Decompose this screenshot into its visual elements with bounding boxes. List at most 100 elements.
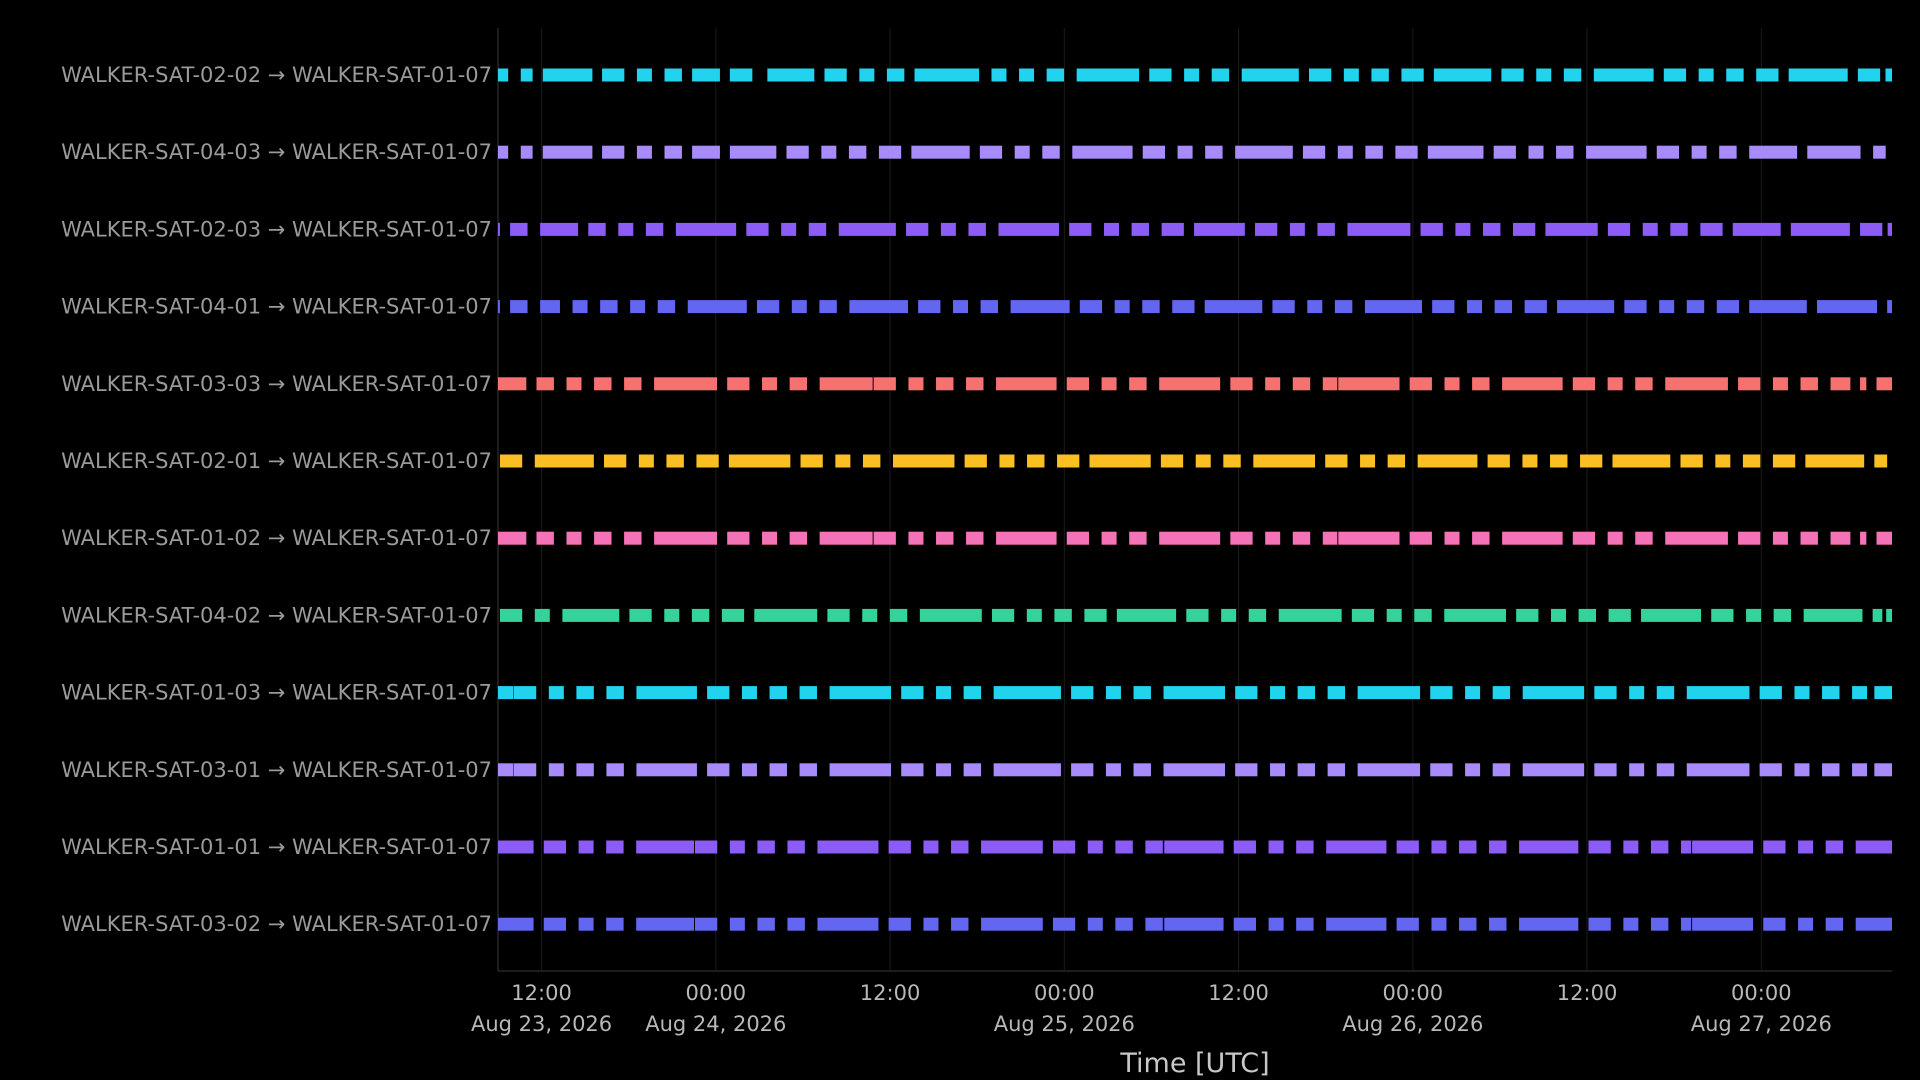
x-tick-date-label: Aug 23, 2026 xyxy=(471,1012,612,1036)
access-bar xyxy=(687,300,747,314)
access-bar xyxy=(1014,145,1030,159)
access-bar xyxy=(923,917,939,931)
access-bar xyxy=(1431,917,1447,931)
access-bar xyxy=(1052,840,1076,854)
access-bar xyxy=(1680,454,1703,468)
access-bar xyxy=(1066,377,1089,391)
access-bar xyxy=(1268,840,1284,854)
access-bar xyxy=(746,222,769,236)
access-bar xyxy=(1270,763,1286,777)
access-bar xyxy=(799,686,817,700)
series-row xyxy=(498,68,1892,82)
access-bar xyxy=(800,454,823,468)
access-bar xyxy=(606,763,624,777)
access-bar xyxy=(981,917,1043,931)
access-bar xyxy=(1524,300,1547,314)
access-bar xyxy=(1164,917,1224,931)
access-bar xyxy=(1326,917,1387,931)
access-bar xyxy=(727,531,750,545)
access-bar xyxy=(1825,917,1844,931)
access-bar xyxy=(923,840,939,854)
access-bar xyxy=(1642,222,1658,236)
access-bar xyxy=(1493,145,1516,159)
series-row xyxy=(498,145,1886,159)
access-bar xyxy=(1623,917,1639,931)
access-bar xyxy=(1670,222,1688,236)
access-bar xyxy=(1489,840,1507,854)
access-bar xyxy=(1623,840,1639,854)
access-bar xyxy=(1427,145,1484,159)
series-row xyxy=(498,531,1892,545)
access-bar xyxy=(787,917,805,931)
access-bar xyxy=(694,917,718,931)
access-bar xyxy=(824,68,847,82)
x-tick-label: 12:00 xyxy=(511,981,572,1005)
bars-layer xyxy=(498,68,1892,931)
x-tick-label: 00:00 xyxy=(1034,981,1095,1005)
access-bar xyxy=(498,145,509,159)
access-bar xyxy=(1430,686,1453,700)
series-row xyxy=(498,840,1892,854)
access-bar xyxy=(1612,454,1671,468)
series-row xyxy=(499,454,1888,468)
access-bar xyxy=(594,531,612,545)
access-bar xyxy=(1019,68,1035,82)
access-bar xyxy=(908,377,924,391)
access-bar xyxy=(993,686,1061,700)
access-bar xyxy=(1641,608,1702,622)
access-bar xyxy=(1572,531,1596,545)
access-bar xyxy=(859,68,875,82)
series-row xyxy=(498,222,1892,236)
x-tick-label: 12:00 xyxy=(1208,981,1269,1005)
access-bar xyxy=(1235,686,1258,700)
access-bar xyxy=(1163,763,1226,777)
access-bar xyxy=(1343,68,1359,82)
access-bar xyxy=(1221,608,1237,622)
x-axis-title: Time [UTC] xyxy=(1119,1048,1269,1079)
access-bar xyxy=(1489,917,1507,931)
access-bar xyxy=(636,686,697,700)
row-label: WALKER-SAT-03-02 → WALKER-SAT-01-07 xyxy=(61,912,492,936)
access-bar xyxy=(1253,454,1316,468)
access-bar xyxy=(1635,531,1653,545)
access-bar xyxy=(1830,531,1851,545)
access-bar xyxy=(1472,531,1490,545)
access-bar xyxy=(1759,686,1782,700)
access-bar xyxy=(1659,300,1675,314)
access-bar xyxy=(1656,763,1675,777)
access-bar xyxy=(1580,454,1603,468)
access-bar xyxy=(1105,763,1121,777)
access-bar xyxy=(600,300,618,314)
access-bar xyxy=(1578,608,1597,622)
access-bar xyxy=(1084,608,1107,622)
access-bar xyxy=(769,686,787,700)
access-bar xyxy=(901,763,924,777)
access-bar xyxy=(1194,222,1245,236)
access-bar xyxy=(657,300,676,314)
access-bar xyxy=(1698,68,1714,82)
access-bar xyxy=(498,300,500,314)
access-bar xyxy=(664,608,680,622)
access-bar xyxy=(1665,377,1728,391)
access-bar xyxy=(1272,300,1295,314)
access-bar xyxy=(873,531,896,545)
access-bar xyxy=(968,222,986,236)
access-bar xyxy=(1772,454,1796,468)
access-bar xyxy=(1519,917,1579,931)
access-bar xyxy=(606,917,624,931)
row-labels: WALKER-SAT-02-02 → WALKER-SAT-01-07 WALKE… xyxy=(61,63,492,936)
access-bar xyxy=(692,145,720,159)
access-bar xyxy=(998,222,1059,236)
access-bar xyxy=(1459,840,1477,854)
access-bar xyxy=(1338,531,1400,545)
access-bar xyxy=(1101,531,1117,545)
access-bar xyxy=(1711,608,1734,622)
access-bar xyxy=(1656,145,1680,159)
access-bar xyxy=(548,686,564,700)
access-bar xyxy=(1302,145,1326,159)
access-bar xyxy=(691,608,710,622)
access-bar xyxy=(540,222,579,236)
access-bar xyxy=(1159,531,1221,545)
access-bar xyxy=(1142,145,1165,159)
access-bar xyxy=(781,222,797,236)
